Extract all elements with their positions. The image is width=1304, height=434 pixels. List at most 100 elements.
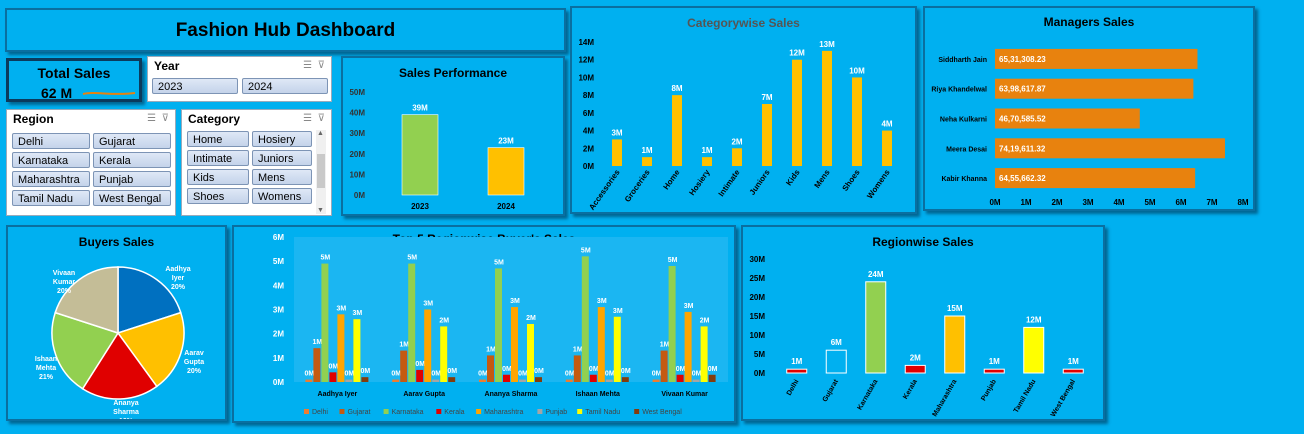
data-label: 0M [391,371,401,378]
year-option[interactable]: 2023 [152,78,238,94]
scroll-up-icon[interactable]: ▲ [317,130,324,137]
bar [762,104,772,166]
y-tick-label: 4M [583,127,594,136]
buyers-sales-panel: Buyers Sales Aadhya Iyer 20% Aarav Gupta 20% A… [6,225,227,421]
data-label: 1M [573,346,583,353]
x-tick-label: 8M [1237,198,1248,207]
bar [822,50,832,166]
region-option[interactable]: Delhi [12,133,90,149]
bar [479,379,486,382]
legend-label: Delhi [312,409,328,416]
multi-select-icon[interactable]: ☰ [147,113,157,124]
y-tick-label: 10M [349,170,365,179]
x-tick-label: 4M [1113,198,1124,207]
data-label: 3M [611,128,622,137]
y-tick-label: 30M [349,129,365,138]
data-label: 0M [589,366,599,373]
category-option[interactable]: Home [187,131,249,147]
y-tick-label: 0M [273,378,284,387]
clear-filter-icon[interactable]: ⊽ [317,60,325,71]
category-option[interactable]: Womens [252,188,312,204]
region-option[interactable]: Gujarat [93,133,171,149]
x-tick-label: Home [662,168,682,192]
legend-swatch [577,409,583,414]
x-tick-label: 2M [1051,198,1062,207]
data-label: 0M [565,371,575,378]
y-tick-label: 0M [583,162,594,171]
data-label: 0M [676,366,686,373]
region-option[interactable]: West Bengal [93,190,171,206]
slicer-toolbar-icons: ☰ ⊽ [303,60,325,71]
region-option[interactable]: Tamil Nadu [12,190,90,206]
bar [424,309,432,382]
managers-sales-chart: 0M 1M 2M 3M 4M 5M 6M 7M 8M 65,31,308.23 Siddharth … [931,48,1249,207]
bar [589,374,597,382]
y-tick-label: 10M [749,331,765,340]
pie-slice [116,311,185,388]
bar [825,349,847,374]
categorywise-sales-panel: Categorywise Sales 0M 2M 4M 6M 8M 10M 12M 14M 3M… [570,6,917,214]
data-label: 12M [789,49,805,58]
x-tick-label: Mens [813,168,832,190]
bar [786,368,808,374]
data-label: AnanyaSharma19% [113,400,139,419]
region-option[interactable]: Punjab [93,171,171,187]
x-tick-label: 0M [989,198,1000,207]
bar [400,350,408,382]
category-option[interactable]: Intimate [187,150,249,166]
year-option[interactable]: 2024 [242,78,328,94]
y-tick-label: 2M [583,144,594,153]
category-option[interactable]: Kids [187,169,249,185]
bar [612,139,622,166]
x-tick-label: 6M [1175,198,1186,207]
scroll-thumb[interactable] [317,154,325,188]
y-tick-label: 4M [273,281,284,290]
pie-slice [51,311,120,390]
x-tick-label: Maharashtra [932,378,959,418]
legend-label: Kerala [444,409,464,416]
data-label: 3M [597,298,607,305]
bar [692,379,700,382]
bar [511,307,518,382]
category-option[interactable]: Hosiery [252,131,312,147]
multi-select-icon[interactable]: ☰ [303,60,313,71]
clear-filter-icon[interactable]: ⊽ [161,113,169,124]
bar [605,379,613,382]
data-label: 5M [668,257,678,264]
region-option[interactable]: Kerala [93,152,171,168]
category-option[interactable]: Juniors [252,150,312,166]
x-tick-label: Karnataka [856,378,879,411]
multi-select-icon[interactable]: ☰ [303,113,313,124]
region-option[interactable]: Maharashtra [12,171,90,187]
clear-filter-icon[interactable]: ⊽ [317,113,325,124]
top5-regionwise-panel: Top 5 Regionwise Buyer's Sales 0M1M2M3M4… [232,225,736,423]
data-label: 23M [498,137,514,146]
data-label: 65,31,308.23 [999,55,1046,64]
legend-label: Maharashtra [484,409,523,416]
year-slicer: Year ☰ ⊽ 2023 2024 [147,56,332,102]
bar [700,326,708,382]
legend-swatch [634,409,640,414]
x-tick-label: Womens [865,168,892,201]
data-label: 0M [708,366,718,373]
bar [321,263,329,382]
data-label: 8M [671,84,682,93]
data-label: 0M [652,371,662,378]
bar [487,147,525,196]
data-label: 3M [613,308,623,315]
bar [361,377,369,382]
slicer-scrollbar[interactable]: ▲ ▼ [316,130,326,214]
bar [597,307,605,382]
total-sales-card: Total Sales 62 M [6,58,142,102]
bar [392,379,400,382]
bar [565,379,573,382]
scroll-down-icon[interactable]: ▼ [317,207,324,214]
category-option[interactable]: Shoes [187,188,249,204]
data-label: 2M [439,317,449,324]
data-label: 1M [486,346,496,353]
category-option[interactable]: Mens [252,169,312,185]
x-tick-label: Groceries [623,168,652,204]
x-tick-label: Tamil Nadu [1013,379,1038,415]
legend-label: Tamil Nadu [585,409,620,416]
region-option[interactable]: Karnataka [12,152,90,168]
